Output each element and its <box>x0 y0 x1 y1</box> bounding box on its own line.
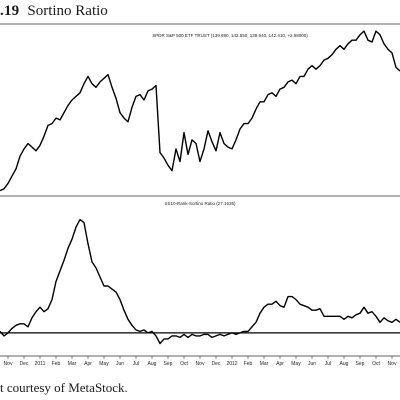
x-tick-label: Aug <box>340 361 349 367</box>
x-axis-ticks: Nov Dec 2011 Feb Mar Apr May Jun Jul Aug Sep Oct Nov… <box>4 356 397 367</box>
price-series-line <box>0 30 400 192</box>
sortino-series-line <box>0 218 400 345</box>
x-tick-label: Nov <box>4 361 13 367</box>
figure-credit: t courtesy of MetaStock. <box>0 380 128 395</box>
x-tick-label: Dec <box>20 361 29 367</box>
x-tick-label: Feb <box>244 361 253 367</box>
x-tick-label: Aug <box>148 361 157 367</box>
figure-caption: .19 Sortino Ratio <box>0 0 400 22</box>
x-tick-label: Feb <box>52 361 61 367</box>
x-tick-label: 2012 <box>226 361 237 367</box>
x-tick-label: Mar <box>68 361 77 367</box>
x-tick-label: Dec <box>212 361 221 367</box>
x-tick-label: Oct <box>372 361 380 367</box>
x-tick-label: Apr <box>276 361 284 367</box>
price-series-layer <box>0 30 400 192</box>
x-tick-label: Sep <box>356 361 365 367</box>
sortino-series-layer <box>0 218 400 345</box>
x-tick-label: Nov <box>196 361 205 367</box>
x-tick-label: Jun <box>116 361 124 367</box>
metastock-chart: SPDR S&P 500 ETF TRUST (139.690, 142.550… <box>0 23 400 367</box>
x-tick-label: Jul <box>325 361 331 367</box>
price-panel-title: SPDR S&P 500 ETF TRUST (139.690, 142.550… <box>152 33 308 38</box>
x-tick-label: Nov <box>388 361 397 367</box>
x-tick-label: 2011 <box>35 361 46 367</box>
x-tick-label: Mar <box>260 361 269 367</box>
x-tick-label: Jun <box>308 361 316 367</box>
x-tick-label: Oct <box>180 361 188 367</box>
figure-number: .19 <box>0 3 20 19</box>
x-tick-label: Jul <box>133 361 139 367</box>
x-tick-label: Sep <box>164 361 173 367</box>
figure-title: Sortino Ratio <box>27 3 108 19</box>
sortino-panel-title: SS10-Rank-Sortino Ratio (27.1635) <box>164 201 236 206</box>
x-tick-label: May <box>291 361 301 367</box>
x-tick-label: Apr <box>84 361 92 367</box>
x-tick-label: May <box>99 361 109 367</box>
